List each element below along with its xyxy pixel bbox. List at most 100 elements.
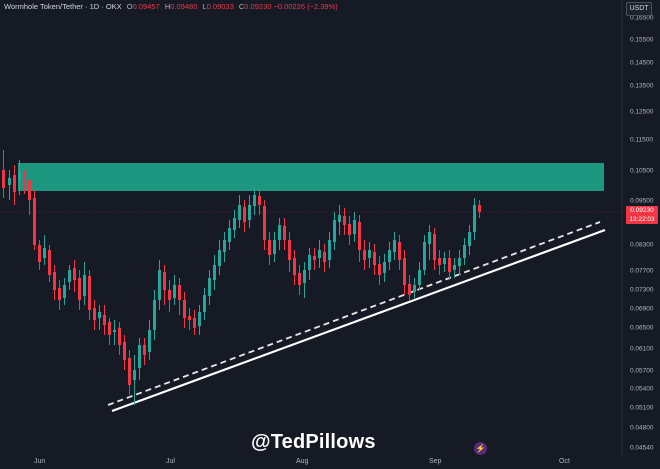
candle-body xyxy=(143,345,146,355)
close-label: C xyxy=(238,2,245,11)
candle-body xyxy=(418,270,421,285)
y-tick-label: 0.11500 xyxy=(630,137,653,144)
candle-body xyxy=(343,216,346,225)
candle-body xyxy=(163,272,166,290)
y-tick-label: 0.12500 xyxy=(630,109,654,116)
candle-body xyxy=(138,345,141,368)
y-tick-label: 0.06100 xyxy=(630,346,654,353)
candle-body xyxy=(438,258,441,265)
candle-body xyxy=(443,258,446,264)
lightning-icon[interactable]: ⚡ xyxy=(474,442,487,455)
candle-body xyxy=(98,312,101,318)
candle-body xyxy=(253,195,256,206)
candle-body xyxy=(93,308,96,320)
candle-body xyxy=(58,288,61,300)
candle-body xyxy=(298,273,301,285)
candle-body xyxy=(108,322,111,335)
candle-body xyxy=(373,252,376,265)
candle-body xyxy=(478,205,481,212)
candle-body xyxy=(408,284,411,295)
low-label: L xyxy=(202,2,207,11)
candle-body xyxy=(463,245,466,258)
symbol-title[interactable]: Wormhole Token/Tether · 1D · OKX xyxy=(4,2,122,11)
candle-body xyxy=(398,242,401,260)
candle-body xyxy=(258,196,261,205)
candle-body xyxy=(313,256,316,260)
candle-body xyxy=(153,300,156,330)
currency-button[interactable]: USDT xyxy=(626,2,652,16)
candle-body xyxy=(413,285,416,292)
candle-body xyxy=(383,262,386,273)
candle-body xyxy=(348,224,351,235)
change-value: −0.00226 (−2.39%) xyxy=(273,2,338,11)
candle-body xyxy=(203,295,206,312)
x-tick-sep: Sep xyxy=(429,458,442,465)
candle-body xyxy=(133,370,136,380)
candle-body xyxy=(18,172,21,180)
candle-body xyxy=(363,250,366,260)
candle-body xyxy=(178,285,181,300)
candle-body xyxy=(453,265,456,270)
candle-body xyxy=(8,178,11,185)
candle-body xyxy=(2,170,5,188)
y-tick-label: 0.14500 xyxy=(630,60,654,67)
author-watermark: @TedPillows xyxy=(251,431,376,453)
candle-body xyxy=(83,275,86,296)
candle-body xyxy=(288,240,291,260)
low-value: 0.09033 xyxy=(206,2,234,11)
candle-body xyxy=(263,206,266,240)
candle-body xyxy=(243,207,246,222)
candle-body xyxy=(338,215,341,222)
candle-body xyxy=(273,240,276,254)
candle-body xyxy=(63,285,66,298)
y-tick-label: 0.06900 xyxy=(630,306,654,313)
candle-body xyxy=(403,258,406,285)
candle-body xyxy=(228,228,231,242)
bar-countdown: 13:22:03 xyxy=(629,216,655,223)
candle-body xyxy=(68,270,71,282)
y-tick-label: 0.05400 xyxy=(630,386,654,393)
candle-body xyxy=(118,328,121,345)
candle-body xyxy=(388,250,391,262)
candle-body xyxy=(473,205,476,232)
y-tick-label: 0.04800 xyxy=(630,425,654,432)
candle-body xyxy=(78,278,81,300)
candle-body xyxy=(248,205,251,220)
open-value: 0.09457 xyxy=(132,2,160,11)
candle-body xyxy=(308,255,311,270)
candle-body xyxy=(233,218,236,230)
candle-body xyxy=(278,225,281,240)
candle-body xyxy=(458,258,461,266)
candle-body xyxy=(48,250,51,275)
candle-body xyxy=(158,270,161,300)
support-trendline xyxy=(111,228,606,413)
x-tick-jun: Jun xyxy=(34,458,46,465)
candle-body xyxy=(238,205,241,220)
candle-body xyxy=(13,175,16,192)
resistance-zone xyxy=(18,163,604,191)
y-tick-label: 0.07700 xyxy=(630,268,654,275)
candle-body xyxy=(423,242,426,270)
dashed-trendline xyxy=(107,221,601,406)
candle-body xyxy=(468,232,471,246)
y-tick-label: 0.06500 xyxy=(630,325,654,332)
open-label: O xyxy=(126,2,133,11)
candle-body xyxy=(433,234,436,260)
candle-body xyxy=(103,315,106,325)
candle-body xyxy=(268,240,271,255)
candle-body xyxy=(198,312,201,326)
candle-body xyxy=(183,300,186,318)
y-tick-label: 0.15500 xyxy=(630,37,654,44)
y-tick-label: 0.10500 xyxy=(630,168,654,175)
candle-body xyxy=(28,180,31,200)
candle-body xyxy=(23,176,26,184)
y-tick-label: 0.05100 xyxy=(630,405,654,412)
candle-body xyxy=(358,222,361,250)
y-tick-label: 0.08300 xyxy=(630,242,654,249)
candle-body xyxy=(128,358,131,385)
candle-body xyxy=(323,252,326,262)
last-price-value: 0.09230 xyxy=(630,207,654,214)
candle-body xyxy=(113,330,116,332)
